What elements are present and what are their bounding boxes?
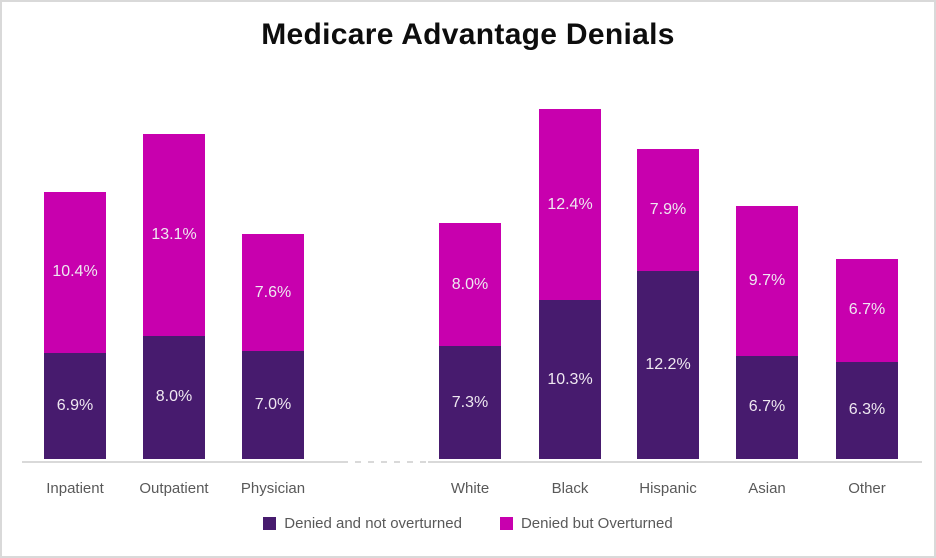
bar-other: 6.7% 6.3%: [836, 258, 898, 459]
bar-value-label: 13.1%: [151, 225, 197, 243]
bar-value-label: 12.2%: [645, 355, 691, 373]
legend-label: Denied and not overturned: [284, 515, 462, 532]
bar-value-label: 9.7%: [748, 271, 786, 289]
legend-item-denied-but-overturned: Denied but Overturned: [499, 515, 673, 532]
bar-value-label: 6.3%: [848, 401, 886, 419]
legend-item-denied-not-overturned: Denied and not overturned: [263, 515, 462, 532]
axis-artifact: [348, 459, 428, 465]
bar-value-label: 7.0%: [254, 396, 292, 414]
bar-value-label: 7.3%: [451, 393, 489, 411]
bar-segment-denied-but-overturned: 8.0%: [439, 223, 501, 347]
bar-segment-denied-not-overturned: 8.0%: [143, 335, 205, 459]
x-axis-label: White: [450, 480, 490, 497]
x-axis-label: Outpatient: [139, 480, 209, 497]
bar-black: 12.4% 10.3%: [539, 109, 601, 459]
x-axis-label: Physician: [240, 480, 306, 497]
bar-inpatient: 10.4% 6.9%: [44, 192, 106, 459]
bar-segment-denied-but-overturned: 9.7%: [736, 206, 798, 356]
bar-value-label: 6.9%: [56, 396, 94, 414]
x-axis-label: Other: [848, 480, 886, 497]
chart-title: Medicare Advantage Denials: [261, 18, 675, 51]
bar-value-label: 8.0%: [451, 275, 489, 293]
bar-value-label: 10.4%: [52, 263, 98, 281]
bar-value-label: 6.7%: [748, 398, 786, 416]
legend-swatch-dark-purple: [263, 517, 277, 530]
x-axis-label: Inpatient: [46, 480, 104, 497]
bar-segment-denied-but-overturned: 6.7%: [836, 258, 898, 362]
bar-segment-denied-not-overturned: 12.2%: [637, 270, 699, 459]
bar-value-label: 8.0%: [155, 388, 193, 406]
bar-segment-denied-not-overturned: 6.9%: [44, 352, 106, 459]
bar-asian: 9.7% 6.7%: [736, 206, 798, 459]
bar-segment-denied-not-overturned: 10.3%: [539, 300, 601, 459]
legend-label: Denied but Overturned: [520, 515, 673, 532]
bar-white: 8.0% 7.3%: [439, 223, 501, 459]
bar-outpatient: 13.1% 8.0%: [143, 133, 205, 459]
bar-segment-denied-not-overturned: 7.0%: [242, 351, 304, 459]
bar-value-label: 10.3%: [547, 370, 593, 388]
bar-value-label: 7.6%: [254, 283, 292, 301]
bar-segment-denied-not-overturned: 6.7%: [736, 355, 798, 459]
bar-value-label: 6.7%: [848, 301, 886, 319]
x-axis-label: Asian: [748, 480, 786, 497]
bar-value-label: 7.9%: [649, 201, 687, 218]
bar-physician: 7.6% 7.0%: [242, 233, 304, 459]
x-axis-label: Black: [551, 480, 589, 497]
legend: Denied and not overturned Denied but Ove…: [2, 515, 934, 532]
x-axis-line: [22, 461, 922, 463]
bar-segment-denied-but-overturned: 7.9%: [637, 149, 699, 271]
bar-segment-denied-not-overturned: 7.3%: [439, 346, 501, 459]
bar-segment-denied-but-overturned: 10.4%: [44, 192, 106, 353]
bar-hispanic: 7.9% 12.2%: [637, 149, 699, 459]
bar-segment-denied-but-overturned: 13.1%: [143, 133, 205, 336]
bar-segment-denied-but-overturned: 7.6%: [242, 233, 304, 352]
x-axis-label: Hispanic: [639, 480, 697, 497]
bar-value-label: 12.4%: [547, 195, 593, 213]
bar-segment-denied-not-overturned: 6.3%: [836, 361, 898, 459]
bar-segment-denied-but-overturned: 12.4%: [539, 109, 601, 301]
legend-swatch-magenta: [499, 517, 513, 530]
